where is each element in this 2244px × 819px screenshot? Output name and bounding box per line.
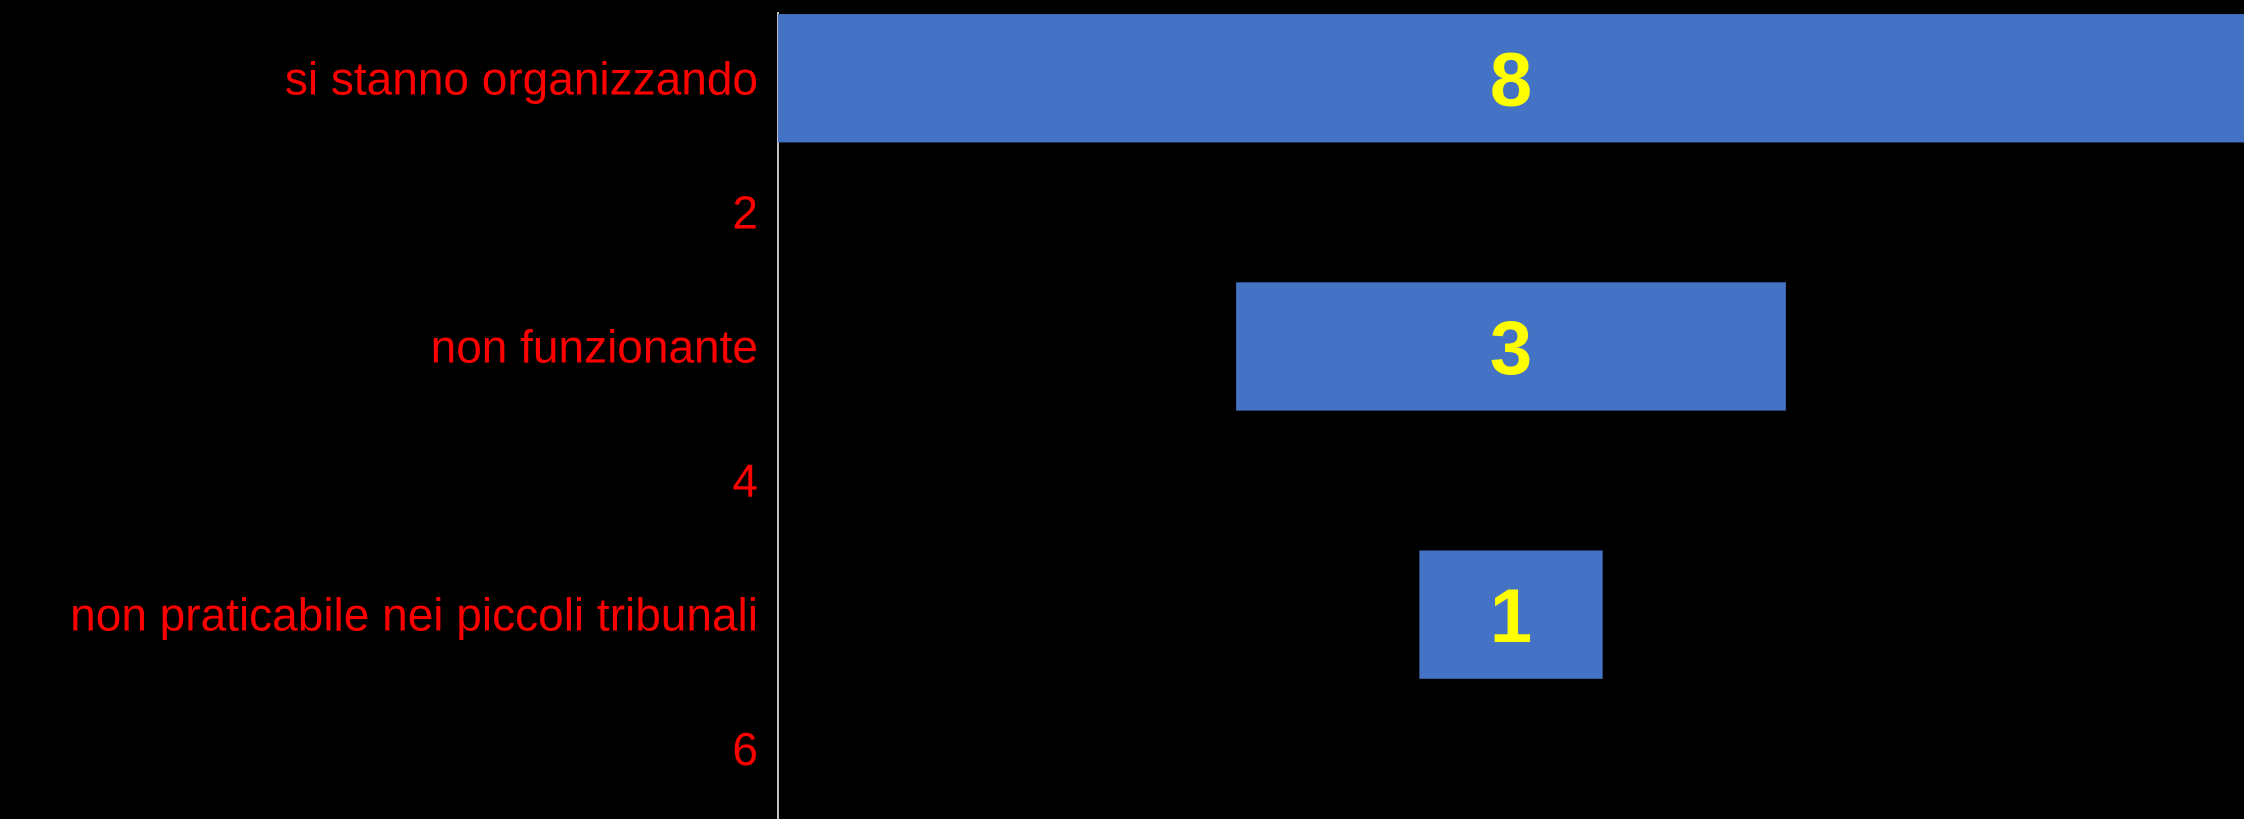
- data-labels: 8 3 1: [1490, 38, 1532, 659]
- category-label: non funzionante: [431, 320, 758, 372]
- data-label: 1: [1490, 574, 1532, 659]
- data-label: 3: [1490, 306, 1532, 391]
- bar: [1236, 282, 1786, 411]
- category-label: 6: [732, 723, 758, 775]
- data-label: 8: [1490, 38, 1532, 123]
- bars: [778, 14, 2244, 679]
- bar: [1419, 550, 1603, 679]
- category-label: 2: [732, 186, 758, 238]
- category-labels: si stanno organizzando 2 non funzionante 4 n…: [70, 52, 758, 775]
- bar: [778, 14, 2244, 143]
- category-label: si stanno organizzando: [285, 52, 758, 104]
- category-label: 4: [732, 455, 758, 507]
- category-label: non praticabile nei piccoli tribunali: [70, 589, 758, 641]
